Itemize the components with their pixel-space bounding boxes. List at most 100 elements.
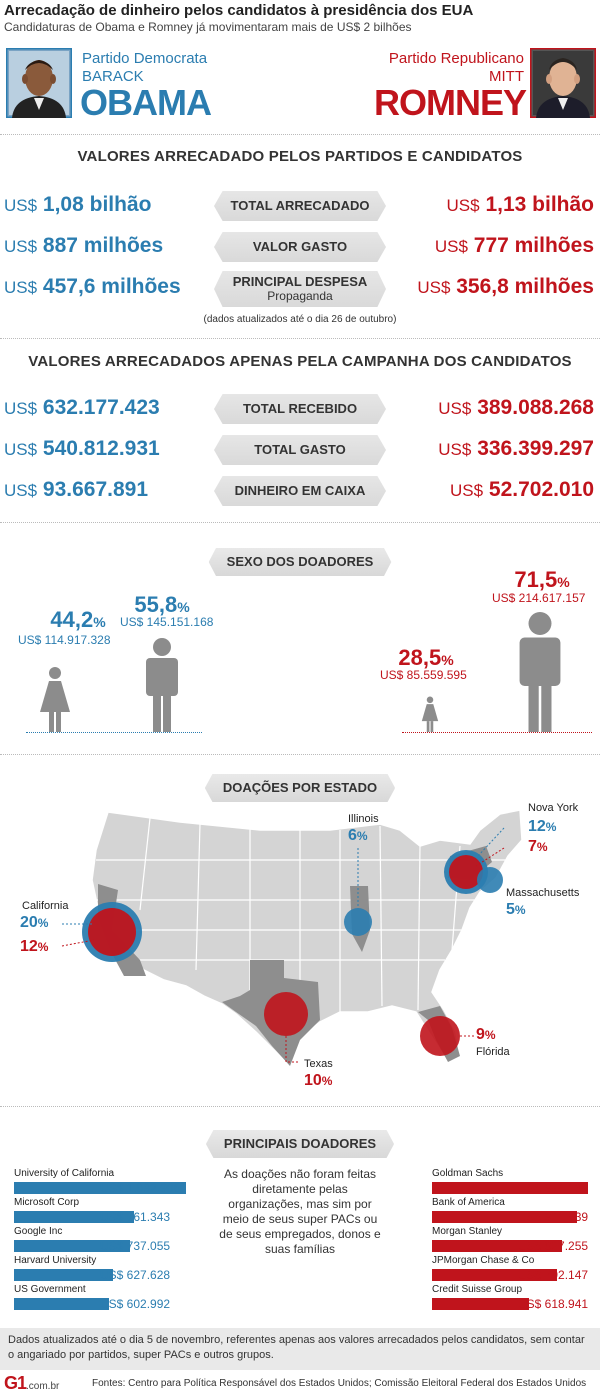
romney-male-pct: 71,5% (502, 567, 582, 593)
pct-symbol: % (514, 903, 526, 917)
g1-logo-suffix: .com.br (26, 1381, 60, 1392)
section-donors-title: PRINCIPAIS DOADORES (205, 1130, 395, 1158)
romney-spent: US$ 777 milhões (435, 234, 594, 258)
female-icon (421, 696, 439, 732)
pct-symbol: % (484, 1028, 496, 1042)
pct-symbol: % (557, 574, 570, 590)
newyork-obama-pct-value: 12 (528, 818, 546, 835)
pct-symbol: % (321, 1074, 333, 1088)
currency-label: US$ (4, 237, 38, 256)
divider (0, 338, 600, 339)
obama-female-pct: 44,2% (38, 607, 118, 633)
obama-photo (6, 48, 72, 118)
massachusetts-obama-pct: 5% (506, 901, 526, 919)
currency-label: US$ (4, 196, 38, 215)
obama-total-raised-value: 1,08 bilhão (42, 193, 152, 216)
currency-label: US$ (417, 278, 451, 297)
obama-donor-name: US Government (14, 1284, 86, 1295)
male-icon (146, 638, 178, 732)
california-romney-pct-value: 12 (20, 938, 38, 955)
romney-donor-bar (432, 1240, 562, 1252)
newyork-romney-pct: 7% (528, 838, 548, 856)
romney-donor-bar (432, 1298, 529, 1310)
currency-label: US$ (4, 440, 38, 459)
footer-note-box: Dados atualizados até o dia 5 de novembr… (0, 1328, 600, 1370)
romney-first-name: MITT (489, 68, 524, 85)
pct-symbol: % (356, 829, 368, 843)
romney-last-name: ROMNEY (373, 82, 527, 123)
obama-donor-amount: US$ 602.992 (100, 1297, 171, 1311)
us-map (61, 809, 523, 1068)
obama-party: Partido Democrata (82, 50, 208, 67)
massachusetts-obama-circle (477, 867, 503, 893)
obama-donor-amount: US$ 737.055 (100, 1239, 171, 1253)
obama-total-raised: US$ 1,08 bilhão (4, 193, 151, 217)
texas-romney-circle (264, 992, 308, 1036)
currency-label: US$ (438, 440, 472, 459)
label-main-expense-title: PRINCIPAL DESPESA (232, 274, 368, 289)
california-obama-pct-value: 20 (20, 914, 38, 931)
section-party-title: VALORES ARRECADADO PELOS PARTIDOS E CAND… (77, 148, 523, 165)
label-newyork: Nova York (528, 802, 579, 814)
romney-cash: US$ 52.702.010 (450, 478, 594, 502)
label-california: California (22, 900, 69, 912)
romney-male-amount: US$ 214.617.157 (492, 591, 586, 605)
romney-total-raised-value: 1,13 bilhão (485, 193, 594, 216)
pct-symbol: % (93, 614, 106, 630)
romney-received: US$ 389.088.268 (438, 396, 594, 420)
texas-romney-pct: 10% (304, 1072, 332, 1090)
page-title: Arrecadação de dinheiro pelos candidatos… (4, 2, 474, 19)
label-spent: VALOR GASTO (214, 232, 386, 262)
currency-label: US$ (434, 237, 468, 256)
romney-total-spent-value: 336.399.297 (477, 437, 594, 460)
obama-male-pct-value: 55,8 (134, 592, 178, 617)
label-total-raised: TOTAL ARRECADADO (214, 191, 386, 221)
newyork-romney-pct-value: 7 (528, 838, 537, 855)
texas-romney-pct-value: 10 (304, 1072, 322, 1089)
obama-donor-name: Google Inc (14, 1226, 63, 1237)
currency-label: US$ (4, 399, 38, 418)
currency-label: US$ (438, 399, 472, 418)
romney-total-raised: US$ 1,13 bilhão (447, 193, 594, 217)
obama-main-expense: US$ 457,6 milhões (4, 275, 181, 299)
party-note: (dados atualizados até o dia 26 de outub… (203, 314, 397, 325)
obama-donor-bar (14, 1182, 186, 1194)
label-illinois: Illinois (348, 813, 379, 825)
obama-received: US$ 632.177.423 (4, 396, 160, 420)
obama-donor-amount: US$ 761.343 (100, 1210, 171, 1224)
footer-sources: Fontes: Centro para Política Responsável… (92, 1378, 587, 1389)
california-obama-pct: 20% (20, 914, 48, 932)
obama-last-name: OBAMA (80, 82, 212, 123)
romney-donor-bar (432, 1182, 588, 1194)
illinois-obama-pct-value: 6 (348, 827, 357, 844)
florida-romney-pct-value: 9 (476, 1026, 485, 1043)
section-campaign-title: VALORES ARRECADADOS APENAS PELA CAMPANHA… (28, 353, 572, 370)
label-texas: Texas (304, 1058, 333, 1070)
obama-female-amount: US$ 114.917.328 (18, 633, 111, 647)
obama-main-expense-value: 457,6 milhões (42, 275, 181, 298)
label-cash: DINHEIRO EM CAIXA (214, 476, 386, 506)
pct-symbol: % (177, 599, 190, 615)
romney-main-expense: US$ 356,8 milhões (417, 275, 594, 299)
romney-female-amount: US$ 85.559.595 (380, 668, 467, 682)
romney-photo (530, 48, 596, 118)
label-massachusetts: Massachusetts (506, 887, 580, 899)
romney-total-spent: US$ 336.399.297 (438, 437, 594, 461)
label-main-expense-sub: Propaganda (267, 289, 333, 303)
g1-logo[interactable]: G1.com.br (4, 1373, 59, 1392)
pct-symbol: % (441, 652, 454, 668)
romney-donor-name: JPMorgan Chase & Co (432, 1255, 535, 1266)
newyork-obama-pct: 12% (528, 818, 556, 836)
romney-received-value: 389.088.268 (477, 396, 594, 419)
romney-donor-name: Credit Suisse Group (432, 1284, 523, 1295)
romney-donor-bar (432, 1211, 577, 1223)
newyork-romney-circle (449, 855, 483, 889)
obama-cash-value: 93.667.891 (42, 478, 149, 501)
romney-male-pct-value: 71,5 (514, 567, 558, 592)
romney-female-pct: 28,5% (386, 645, 466, 671)
illinois-obama-pct: 6% (348, 827, 368, 845)
obama-cash: US$ 93.667.891 (4, 478, 148, 502)
romney-cash-value: 52.702.010 (488, 478, 594, 501)
california-romney-circle (88, 908, 136, 956)
pct-symbol: % (37, 940, 49, 954)
